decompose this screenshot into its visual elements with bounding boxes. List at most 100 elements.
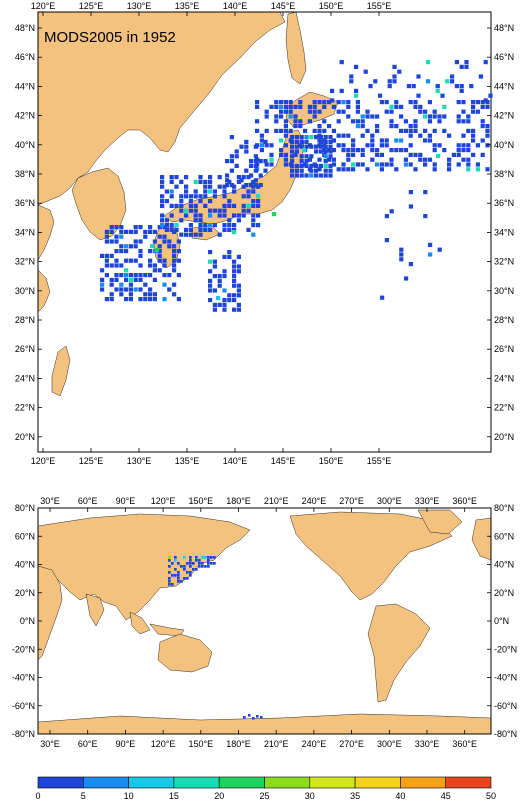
obs-cell [375, 162, 380, 167]
obs-cell [471, 100, 476, 105]
obs-cell [471, 109, 476, 114]
obs-cell [138, 225, 143, 230]
obs-cell [193, 203, 198, 208]
obs-cell [251, 199, 256, 204]
obs-cell [318, 135, 323, 140]
obs-cell [174, 223, 179, 228]
global-obs-cell [192, 562, 195, 565]
obs-cell [152, 263, 157, 268]
obs-cell [341, 133, 346, 138]
obs-cell [423, 214, 428, 219]
obs-cell [232, 283, 237, 288]
obs-cell [290, 163, 295, 168]
obs-cell [217, 283, 222, 288]
obs-cell [442, 148, 447, 153]
obs-cell [138, 297, 143, 302]
obs-cell [172, 229, 177, 234]
global-lon-label-bottom: 150°E [188, 739, 213, 749]
obs-cell [299, 144, 304, 149]
global-lon-label-bottom: 300°E [377, 739, 402, 749]
obs-cell [330, 88, 335, 93]
lat-label-left: 22°N [15, 403, 35, 413]
obs-cell [475, 100, 480, 105]
obs-cell [212, 208, 217, 213]
lat-label-left: 28°N [15, 315, 35, 325]
lat-label-left: 32°N [15, 257, 35, 267]
obs-cell [293, 114, 298, 119]
colorbar-segment [83, 776, 129, 789]
obs-cell [157, 258, 162, 263]
obs-cell [172, 268, 177, 273]
obs-cell [162, 234, 167, 239]
global-obs-cell [174, 568, 177, 571]
obs-cell [208, 199, 213, 204]
obs-cell [148, 258, 153, 263]
obs-cell [314, 163, 319, 168]
obs-cell [162, 258, 167, 263]
obs-cell [461, 119, 466, 124]
lat-label-right: 20°N [494, 432, 514, 442]
global-lat-label-right: 80°N [494, 503, 514, 513]
obs-cell [351, 167, 356, 172]
obs-cell [445, 79, 450, 84]
obs-cell [155, 248, 160, 253]
obs-cell [109, 292, 114, 297]
obs-cell [298, 124, 303, 129]
obs-cell [232, 264, 237, 269]
obs-cell [212, 223, 217, 228]
obs-cell [274, 128, 279, 133]
obs-cell [423, 162, 428, 167]
obs-cell [208, 184, 213, 189]
global-lon-label-top: 60°E [78, 496, 98, 506]
obs-cell [389, 109, 394, 114]
obs-cell [244, 144, 249, 149]
obs-cell [394, 104, 399, 109]
obs-cell [288, 109, 293, 114]
obs-cell [384, 138, 389, 143]
global-obs-cell [201, 556, 204, 559]
obs-cell [307, 119, 312, 124]
obs-cell [203, 227, 208, 232]
obs-cell [475, 143, 480, 148]
obs-cell [232, 203, 237, 208]
obs-cell [264, 109, 269, 114]
obs-cell [341, 167, 346, 172]
obs-cell [169, 227, 174, 232]
obs-cell [152, 239, 157, 244]
obs-cell [259, 133, 264, 138]
obs-cell [370, 157, 375, 162]
obs-cell [480, 104, 485, 109]
obs-cell [119, 229, 124, 234]
colorbar-label: 45 [441, 791, 451, 801]
obs-cell [217, 274, 222, 279]
global-lon-label-top: 300°E [377, 496, 402, 506]
obs-cell [227, 298, 232, 303]
obs-cell [290, 139, 295, 144]
obs-cell [341, 100, 346, 105]
obs-cell [274, 119, 279, 124]
obs-cell [380, 295, 385, 300]
obs-cell [227, 203, 232, 208]
obs-cell [309, 173, 314, 178]
obs-cell [365, 128, 370, 133]
obs-cell [239, 178, 244, 183]
obs-cell [309, 154, 314, 159]
obs-cell [378, 93, 383, 98]
obs-cell [232, 213, 237, 218]
obs-cell [435, 88, 440, 93]
obs-cell [184, 189, 189, 194]
obs-cell [288, 100, 293, 105]
obs-cell [317, 100, 322, 105]
obs-cell [184, 175, 189, 180]
obs-cell [336, 109, 341, 114]
obs-cell [459, 88, 464, 93]
obs-cell [288, 114, 293, 119]
obs-cell [208, 283, 213, 288]
obs-cell [384, 100, 389, 105]
obs-cell [365, 167, 370, 172]
global-lat-label-left: -40°N [12, 673, 35, 683]
obs-cell [461, 109, 466, 114]
obs-cell [341, 148, 346, 153]
obs-cell [225, 173, 230, 178]
obs-cell [184, 208, 189, 213]
